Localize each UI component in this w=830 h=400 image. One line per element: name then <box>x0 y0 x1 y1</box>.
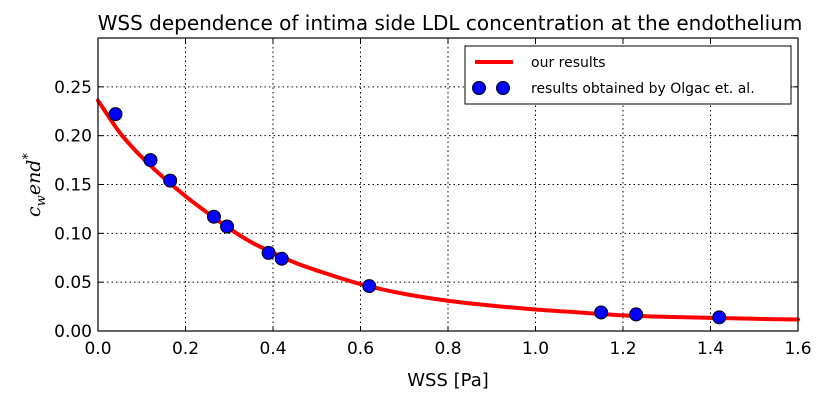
legend: our results results obtained by Olgac et… <box>464 45 792 105</box>
data-point-olgac <box>629 307 644 322</box>
data-point-olgac <box>206 209 221 224</box>
legend-entry-olgac: results obtained by Olgac et. al. <box>531 81 755 97</box>
x-tick-label: 0.2 <box>172 339 199 359</box>
x-tick-label: 0.6 <box>347 339 374 359</box>
y-label-sup: * <box>21 153 36 160</box>
data-point-olgac <box>143 153 158 168</box>
points-layer <box>108 107 727 325</box>
y-tick-label: 0.25 <box>54 78 92 98</box>
data-point-olgac <box>362 279 377 294</box>
y-tick-label: 0.15 <box>54 176 92 196</box>
legend-marker-swatch-2 <box>496 81 510 95</box>
x-tick-labels: 0.0 0.2 0.4 0.6 0.8 1.0 1.2 1.4 1.6 <box>84 339 811 359</box>
y-tick-label: 0.05 <box>54 273 92 293</box>
y-tick-label: 0.10 <box>54 224 92 244</box>
x-tick-label: 1.0 <box>522 339 549 359</box>
chart-title: WSS dependence of intima side LDL concen… <box>98 11 803 35</box>
x-tick-label: 0.4 <box>259 339 286 359</box>
y-axis-label: cwend* <box>21 153 49 217</box>
data-point-olgac <box>274 251 289 266</box>
data-point-olgac <box>220 219 235 234</box>
y-tick-label: 0.00 <box>54 322 92 342</box>
legend-box <box>464 45 792 105</box>
legend-entry-our-results: our results <box>531 55 606 71</box>
legend-marker-swatch-1 <box>472 81 486 95</box>
y-label-base: c <box>23 206 45 217</box>
y-label-sub: w <box>34 195 49 206</box>
data-point-olgac <box>594 305 609 320</box>
data-point-olgac <box>261 245 276 260</box>
y-label-rest: end <box>23 160 45 196</box>
data-point-olgac <box>163 173 178 188</box>
x-tick-label: 0.8 <box>434 339 461 359</box>
x-tick-label: 1.4 <box>697 339 724 359</box>
y-tick-labels: 0.00 0.05 0.10 0.15 0.20 0.25 <box>54 78 92 342</box>
ticks <box>97 38 799 332</box>
x-tick-label: 1.6 <box>784 339 811 359</box>
x-tick-label: 1.2 <box>609 339 636 359</box>
data-point-olgac <box>712 310 727 325</box>
x-tick-label: 0.0 <box>84 339 111 359</box>
data-point-olgac <box>108 107 123 122</box>
y-tick-label: 0.20 <box>54 127 92 147</box>
x-axis-label: WSS [Pa] <box>407 370 489 391</box>
series-line-our-results <box>96 98 800 322</box>
curve-layer <box>96 98 800 322</box>
